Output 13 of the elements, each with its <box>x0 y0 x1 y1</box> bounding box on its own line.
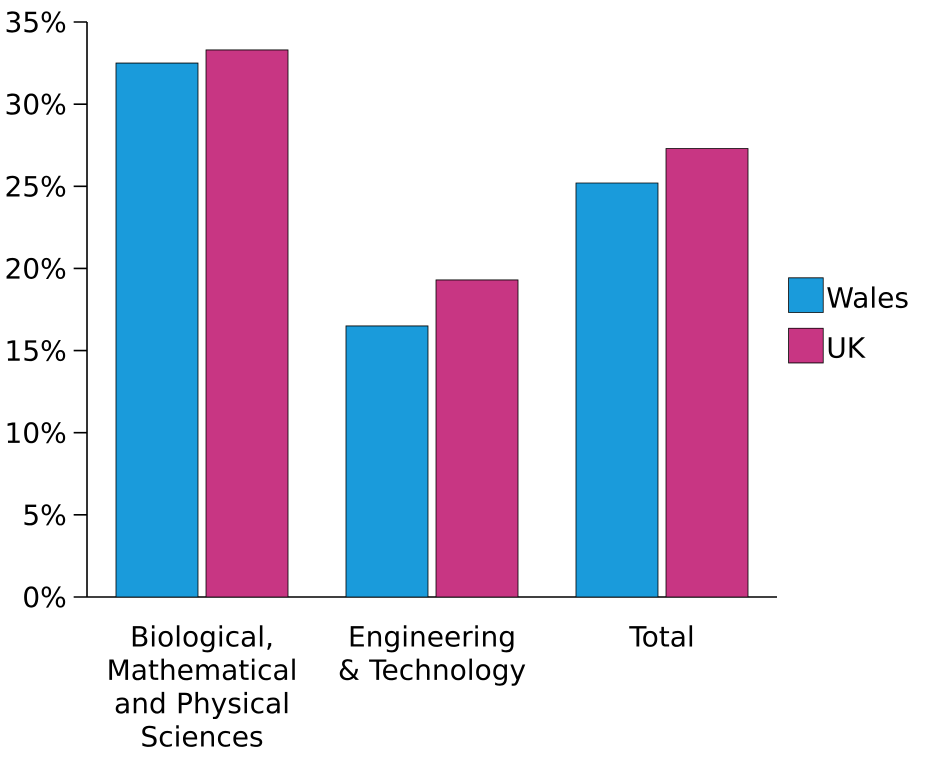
y-tick-label: 25% <box>6 176 66 197</box>
x-tick-label: Total <box>629 625 692 647</box>
y-tick-label: 15% <box>8 340 66 362</box>
y-tick-label: 30% <box>6 94 66 115</box>
y-tick-label: 35% <box>6 11 66 33</box>
legend-label: Wales <box>827 286 908 308</box>
legend-label: UK <box>828 337 866 358</box>
y-tick-label: 5% <box>24 504 66 526</box>
y-tick-label: 20% <box>6 258 66 280</box>
y-tick-label: 10% <box>8 422 66 444</box>
x-tick-label: Biological, Mathematical and Physical Sciences <box>109 625 295 747</box>
x-tick-label: Engineering & Technology <box>340 625 526 686</box>
y-tick-label: 0% <box>24 586 66 608</box>
